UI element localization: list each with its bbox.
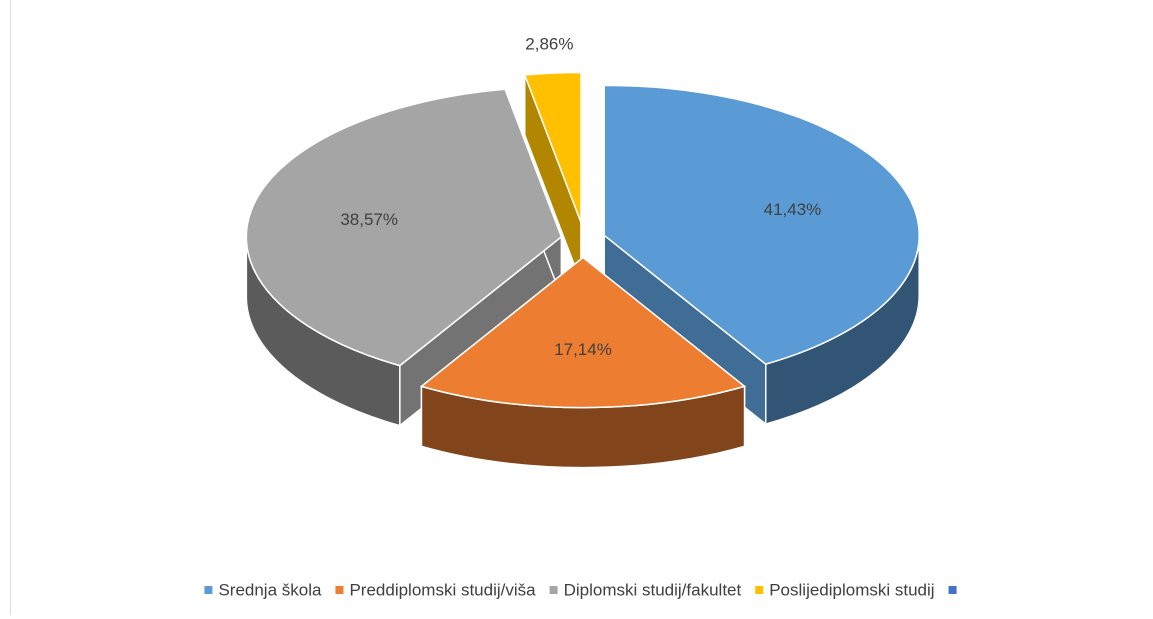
legend-marker — [948, 586, 957, 594]
slice — [523, 71, 582, 223]
legend-marker — [204, 586, 213, 594]
slice — [419, 256, 747, 409]
legend-label: Poslijediplomski studij — [769, 580, 934, 599]
legend-label: Srednja škola — [218, 580, 322, 599]
legend: Srednja škola Preddiplomski studij/viša Di… — [204, 580, 957, 599]
slice — [523, 71, 582, 283]
slice — [603, 84, 920, 365]
legend-label: Diplomski studij/fakultet — [564, 580, 742, 599]
data-label: 41,43% — [764, 200, 822, 219]
legend-marker — [549, 586, 558, 594]
legend-label: Preddiplomski studij/viša — [349, 580, 536, 599]
slice — [245, 88, 563, 367]
legend-marker — [755, 586, 764, 594]
data-label: 17,14% — [554, 340, 612, 359]
legend-marker — [335, 586, 344, 594]
data-label: 2,86% — [525, 35, 573, 54]
slice — [245, 88, 563, 428]
data-label: 38,57% — [340, 210, 398, 229]
slice — [419, 256, 747, 469]
